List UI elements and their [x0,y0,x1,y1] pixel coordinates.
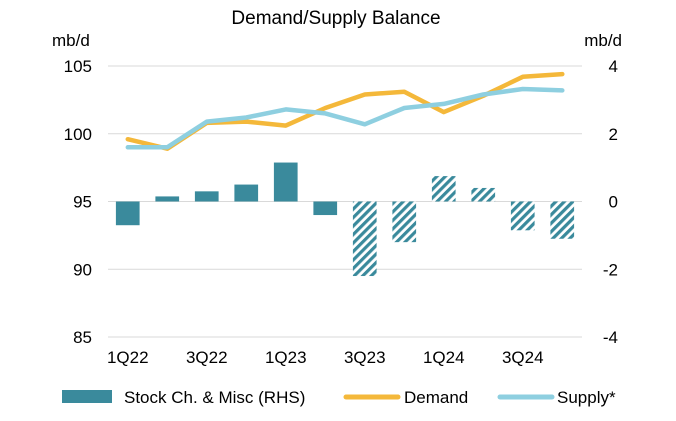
left-axis-ticks: 105 100 95 90 85 [64,57,92,347]
stock-change-bar [471,187,496,202]
stock-change-bar [273,162,298,202]
legend-label: Supply* [557,388,616,407]
right-tick-label: 2 [609,125,618,144]
left-tick-label: 105 [64,57,92,76]
left-axis-unit: mb/d [52,31,90,50]
x-tick-label: 3Q22 [186,348,228,367]
right-tick-label: -2 [603,260,618,279]
left-tick-label: 85 [73,328,92,347]
stock-change-bar [550,201,575,239]
stock-change-bar [392,201,417,243]
legend-swatch-stock-change [62,390,112,403]
stock-change-bar [234,184,259,202]
stock-change-bar [431,176,456,202]
stock-change-bars [115,162,575,277]
right-tick-label: 0 [609,193,618,212]
stock-change-bar [155,196,180,202]
right-axis-ticks: 4 2 0 -2 -4 [603,57,618,347]
chart-title: Demand/Supply Balance [231,8,440,29]
x-tick-label: 1Q23 [265,348,307,367]
stock-change-bar [115,201,140,226]
demand-line [125,71,565,151]
stock-change-bar [352,201,377,277]
x-tick-label: 1Q24 [423,348,465,367]
right-axis-unit: mb/d [584,31,622,50]
supply-line [125,86,565,150]
stock-change-bar [313,201,338,216]
left-tick-label: 100 [64,125,92,144]
legend: Stock Ch. & Misc (RHS) Demand Supply* [62,388,616,407]
left-tick-label: 90 [73,260,92,279]
x-tick-label: 1Q22 [107,348,149,367]
legend-label: Stock Ch. & Misc (RHS) [124,388,305,407]
right-tick-label: -4 [603,328,618,347]
legend-label: Demand [404,388,468,407]
stock-change-bar [194,191,219,202]
x-tick-label: 3Q24 [502,348,544,367]
series-lines [125,71,565,151]
x-axis-ticks: 1Q22 3Q22 1Q23 3Q23 1Q24 3Q24 [107,348,544,367]
stock-change-bar [510,201,535,231]
left-tick-label: 95 [73,193,92,212]
x-tick-label: 3Q23 [344,348,386,367]
right-tick-label: 4 [609,57,618,76]
